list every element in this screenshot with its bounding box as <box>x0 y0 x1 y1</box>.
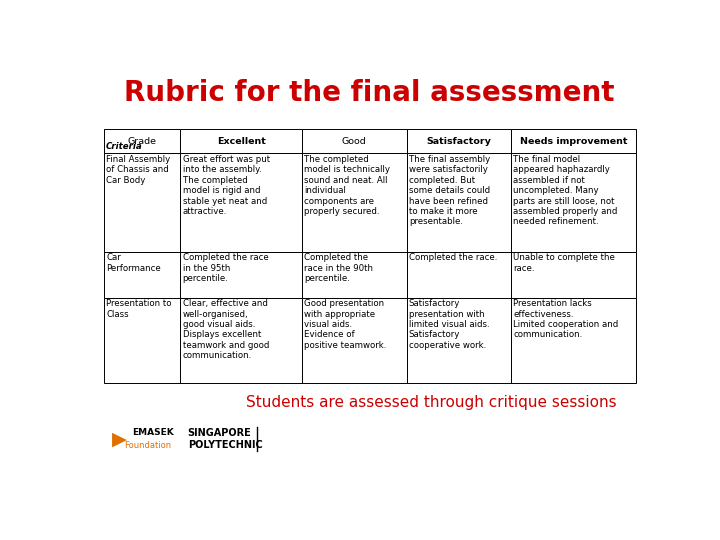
Text: Needs improvement: Needs improvement <box>520 137 627 146</box>
Text: Students are assessed through critique sessions: Students are assessed through critique s… <box>246 395 617 410</box>
Text: Good presentation
with appropriate
visual aids.
Evidence of
positive teamwork.: Good presentation with appropriate visua… <box>304 299 387 350</box>
Bar <box>302 129 407 153</box>
Text: The final assembly
were satisfactorily
completed. But
some details could
have be: The final assembly were satisfactorily c… <box>409 155 490 226</box>
Text: ▶: ▶ <box>112 429 127 449</box>
Text: Presentation lacks
effectiveness.
Limited cooperation and
communication.: Presentation lacks effectiveness. Limite… <box>513 299 618 340</box>
Bar <box>180 129 302 153</box>
Bar <box>104 129 180 153</box>
Text: Excellent: Excellent <box>217 137 266 146</box>
Text: Final Assembly
of Chassis and
Car Body: Final Assembly of Chassis and Car Body <box>106 155 171 185</box>
Text: Good: Good <box>342 137 366 146</box>
Text: Completed the race.: Completed the race. <box>409 253 498 262</box>
Text: The final model
appeared haphazardly
assembled if not
uncompleted. Many
parts ar: The final model appeared haphazardly ass… <box>513 155 618 226</box>
Text: Presentation to
Class: Presentation to Class <box>106 299 171 319</box>
Text: Foundation: Foundation <box>125 441 172 450</box>
Text: Satisfactory
presentation with
limited visual aids.
Satisfactory
cooperative wor: Satisfactory presentation with limited v… <box>409 299 490 350</box>
Text: SINGAPORE: SINGAPORE <box>188 428 251 438</box>
Text: Great effort was put
into the assembly.
The completed
model is rigid and
stable : Great effort was put into the assembly. … <box>183 155 270 216</box>
Text: Completed the
race in the 90th
percentile.: Completed the race in the 90th percentil… <box>304 253 373 283</box>
Text: Criteria: Criteria <box>106 142 143 151</box>
Text: Clear, effective and
well-organised,
good visual aids.
Displays excellent
teamwo: Clear, effective and well-organised, goo… <box>183 299 269 360</box>
Text: Grade: Grade <box>127 137 157 146</box>
Text: Rubric for the final assessment: Rubric for the final assessment <box>124 79 614 107</box>
Text: EMASEK: EMASEK <box>132 428 174 437</box>
Text: The completed
model is technically
sound and neat. All
individual
components are: The completed model is technically sound… <box>304 155 390 216</box>
Text: Car
Performance: Car Performance <box>106 253 161 273</box>
Text: Satisfactory: Satisfactory <box>426 137 491 146</box>
Text: Unable to complete the
race.: Unable to complete the race. <box>513 253 616 273</box>
Bar <box>407 129 511 153</box>
Text: Completed the race
in the 95th
percentile.: Completed the race in the 95th percentil… <box>183 253 269 283</box>
Text: POLYTECHNIC: POLYTECHNIC <box>188 440 262 450</box>
Bar <box>511 129 636 153</box>
